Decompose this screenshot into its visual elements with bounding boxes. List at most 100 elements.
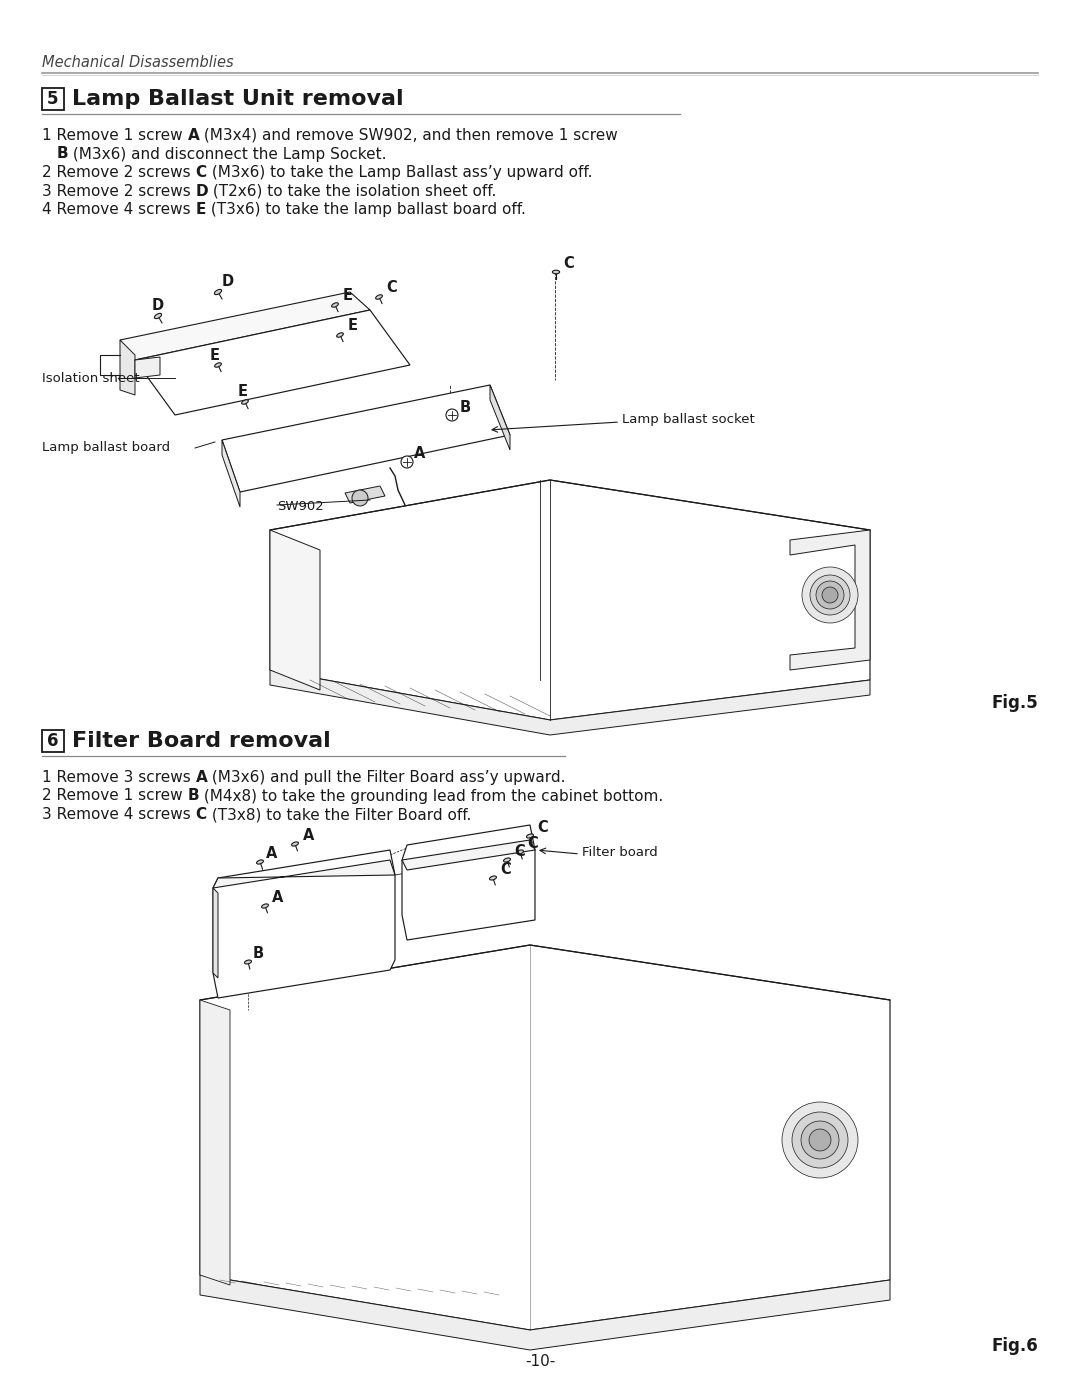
Text: E: E xyxy=(343,289,353,303)
Polygon shape xyxy=(402,826,535,940)
Polygon shape xyxy=(402,840,535,870)
Text: C: C xyxy=(386,279,396,295)
Polygon shape xyxy=(270,481,870,719)
Polygon shape xyxy=(120,339,135,395)
Circle shape xyxy=(810,576,850,615)
Text: B: B xyxy=(188,788,199,803)
Text: A: A xyxy=(414,446,426,461)
Text: B: B xyxy=(253,946,265,961)
Ellipse shape xyxy=(489,876,497,880)
Ellipse shape xyxy=(292,842,298,847)
Polygon shape xyxy=(120,292,370,360)
Ellipse shape xyxy=(242,400,248,404)
Text: D: D xyxy=(152,298,164,313)
Polygon shape xyxy=(222,386,510,492)
Polygon shape xyxy=(270,529,320,690)
Polygon shape xyxy=(490,386,510,450)
Text: C: C xyxy=(537,820,548,835)
Text: (M4x8) to take the grounding lead from the cabinet bottom.: (M4x8) to take the grounding lead from t… xyxy=(199,788,663,803)
Text: C: C xyxy=(514,845,525,859)
Circle shape xyxy=(816,581,843,609)
Text: (T2x6) to take the isolation sheet off.: (T2x6) to take the isolation sheet off. xyxy=(208,183,497,198)
Ellipse shape xyxy=(332,303,338,307)
Text: B: B xyxy=(460,400,471,415)
Polygon shape xyxy=(135,310,410,415)
Text: C: C xyxy=(195,165,206,180)
Ellipse shape xyxy=(503,858,511,862)
Polygon shape xyxy=(200,1275,890,1350)
Polygon shape xyxy=(213,861,395,888)
Text: 1 Remove 1 screw: 1 Remove 1 screw xyxy=(42,129,188,142)
Text: A: A xyxy=(303,828,314,844)
Text: D: D xyxy=(222,274,234,289)
Polygon shape xyxy=(135,358,160,379)
Polygon shape xyxy=(200,944,890,1330)
Text: (M3x6) to take the Lamp Ballast ass’y upward off.: (M3x6) to take the Lamp Ballast ass’y up… xyxy=(206,165,592,180)
Text: Fig.5: Fig.5 xyxy=(991,694,1038,712)
Text: D: D xyxy=(195,183,208,198)
Text: (T3x8) to take the Filter Board off.: (T3x8) to take the Filter Board off. xyxy=(206,807,471,821)
Text: C: C xyxy=(563,256,573,271)
Ellipse shape xyxy=(215,289,221,295)
Text: Fig.6: Fig.6 xyxy=(991,1337,1038,1355)
Ellipse shape xyxy=(337,332,343,337)
Polygon shape xyxy=(213,888,218,978)
Text: 3 Remove 2 screws: 3 Remove 2 screws xyxy=(42,183,195,198)
Circle shape xyxy=(446,409,458,420)
Text: C: C xyxy=(500,862,511,877)
Circle shape xyxy=(401,455,413,468)
Circle shape xyxy=(352,490,368,506)
Circle shape xyxy=(802,567,858,623)
FancyBboxPatch shape xyxy=(42,88,64,110)
Ellipse shape xyxy=(215,363,221,367)
Text: 6: 6 xyxy=(48,732,58,750)
Text: C: C xyxy=(195,807,206,821)
Text: 3 Remove 4 screws: 3 Remove 4 screws xyxy=(42,807,195,821)
Text: C: C xyxy=(527,837,538,852)
Text: E: E xyxy=(348,319,357,334)
Ellipse shape xyxy=(154,313,162,319)
Text: Lamp ballast socket: Lamp ballast socket xyxy=(622,414,755,426)
Circle shape xyxy=(822,587,838,604)
Ellipse shape xyxy=(257,861,264,865)
FancyBboxPatch shape xyxy=(42,731,64,752)
Text: (M3x4) and remove SW902, and then remove 1 screw: (M3x4) and remove SW902, and then remove… xyxy=(199,129,618,142)
Text: Isolation sheet: Isolation sheet xyxy=(42,372,139,384)
Text: B: B xyxy=(56,147,68,162)
Text: -10-: -10- xyxy=(525,1354,555,1369)
Text: A: A xyxy=(188,129,199,142)
Ellipse shape xyxy=(376,295,382,299)
Circle shape xyxy=(792,1112,848,1168)
Text: A: A xyxy=(195,770,207,785)
Text: 1 Remove 3 screws: 1 Remove 3 screws xyxy=(42,770,195,785)
Text: E: E xyxy=(195,203,206,217)
Ellipse shape xyxy=(552,270,559,274)
Text: (T3x6) to take the lamp ballast board off.: (T3x6) to take the lamp ballast board of… xyxy=(206,203,526,217)
Text: A: A xyxy=(266,845,278,861)
Text: Filter Board removal: Filter Board removal xyxy=(72,731,330,752)
Polygon shape xyxy=(222,440,240,507)
Polygon shape xyxy=(270,671,870,735)
Circle shape xyxy=(801,1120,839,1160)
Text: Filter board: Filter board xyxy=(582,845,658,859)
Text: 4 Remove 4 screws: 4 Remove 4 screws xyxy=(42,203,195,217)
Text: 2 Remove 1 screw: 2 Remove 1 screw xyxy=(42,788,188,803)
Polygon shape xyxy=(345,486,384,503)
Text: (M3x6) and pull the Filter Board ass’y upward.: (M3x6) and pull the Filter Board ass’y u… xyxy=(207,770,566,785)
Circle shape xyxy=(782,1102,858,1178)
Polygon shape xyxy=(789,529,870,671)
Ellipse shape xyxy=(261,904,269,908)
Circle shape xyxy=(809,1129,831,1151)
Polygon shape xyxy=(213,849,395,997)
Text: Mechanical Disassemblies: Mechanical Disassemblies xyxy=(42,54,233,70)
Ellipse shape xyxy=(527,834,534,838)
Text: (M3x6) and disconnect the Lamp Socket.: (M3x6) and disconnect the Lamp Socket. xyxy=(68,147,387,162)
Polygon shape xyxy=(200,1000,230,1285)
Text: E: E xyxy=(238,384,248,400)
Text: 2 Remove 2 screws: 2 Remove 2 screws xyxy=(42,165,195,180)
Text: 5: 5 xyxy=(48,89,58,108)
Text: A: A xyxy=(272,890,283,905)
Text: SW902: SW902 xyxy=(276,500,324,514)
Text: Lamp Ballast Unit removal: Lamp Ballast Unit removal xyxy=(72,89,404,109)
Ellipse shape xyxy=(244,960,252,964)
